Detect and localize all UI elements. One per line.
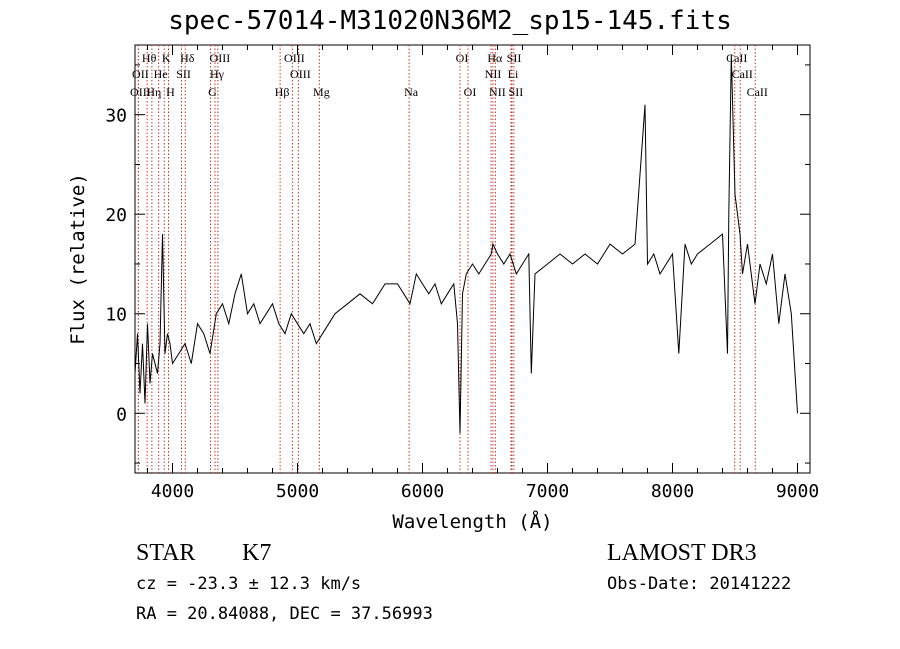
chart-title: spec-57014-M31020N36M2_sp15-145.fits bbox=[168, 6, 732, 36]
emission-line-label: OIII bbox=[210, 51, 231, 65]
emission-line-label: SII bbox=[507, 51, 522, 65]
ra-dec: RA = 20.84088, DEC = 37.56993 bbox=[136, 604, 433, 624]
emission-line-label: SII bbox=[509, 85, 524, 99]
x-tick-label: 9000 bbox=[776, 481, 819, 502]
emission-line-label: CaII bbox=[726, 51, 747, 65]
emission-line-label: Hδ bbox=[180, 51, 195, 65]
emission-line-label: CaII bbox=[732, 67, 753, 81]
x-tick-label: 4000 bbox=[151, 481, 194, 502]
y-tick-label: 30 bbox=[105, 106, 127, 127]
observation-date: Obs-Date: 20141222 bbox=[607, 574, 792, 594]
emission-label-group: Hθ K Hδ OIII OIII OI Hα SII CaII OII He SII Hγ OIII NI… bbox=[130, 51, 768, 99]
emission-line-label: Hγ bbox=[210, 67, 225, 81]
emission-line-label: H bbox=[166, 85, 175, 99]
x-tick-label: 5000 bbox=[276, 481, 319, 502]
x-axis-label: Wavelength (Å) bbox=[392, 510, 552, 533]
y-axis: 0 10 20 30 bbox=[105, 64, 810, 464]
emission-line-label: NII bbox=[485, 67, 502, 81]
object-subclass: K7 bbox=[242, 540, 272, 566]
emission-line-label: Hβ bbox=[275, 85, 290, 99]
emission-line-label: OIII bbox=[130, 85, 151, 99]
y-tick-label: 0 bbox=[116, 404, 127, 425]
survey-name: LAMOST DR3 bbox=[607, 540, 757, 566]
emission-line-label: Mg bbox=[313, 85, 330, 99]
emission-line-label: NII bbox=[489, 85, 506, 99]
y-tick-label: 10 bbox=[105, 305, 127, 326]
emission-line-label: OI bbox=[456, 51, 469, 65]
redshift-cz: cz = -23.3 ± 12.3 km/s bbox=[136, 574, 362, 594]
emission-line-label: Hθ bbox=[142, 51, 157, 65]
y-axis-label: Flux (relative) bbox=[67, 173, 89, 345]
emission-line-label: OII bbox=[132, 67, 149, 81]
emission-line-label: OI bbox=[464, 85, 477, 99]
x-tick-label: 8000 bbox=[651, 481, 694, 502]
emission-line-label: Na bbox=[404, 85, 419, 99]
emission-line-label: Li bbox=[508, 67, 519, 81]
emission-line-label: CaII bbox=[747, 85, 768, 99]
x-axis: 4000 5000 6000 7000 8000 9000 bbox=[147, 45, 819, 502]
plot-frame bbox=[134, 44, 811, 474]
y-tick-label: 20 bbox=[105, 205, 127, 226]
object-class: STAR bbox=[136, 540, 196, 566]
emission-line-label: K bbox=[162, 51, 171, 65]
emission-line-label: SII bbox=[176, 67, 191, 81]
emission-line-group bbox=[137, 45, 756, 473]
emission-line-label: He bbox=[154, 67, 168, 81]
emission-line-label: Hα bbox=[487, 51, 503, 65]
emission-line-label: Hη bbox=[146, 85, 161, 99]
x-tick-label: 7000 bbox=[526, 481, 569, 502]
emission-line-label: OIII bbox=[290, 67, 311, 81]
flux-series-line bbox=[134, 54, 798, 434]
emission-line-label: OIII bbox=[284, 51, 305, 65]
x-tick-label: 6000 bbox=[401, 481, 444, 502]
emission-line-label: G bbox=[208, 85, 217, 99]
